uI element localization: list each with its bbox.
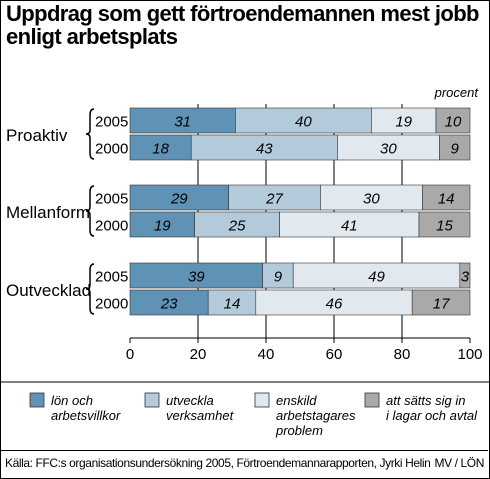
bar-mellanform-2005-utveckla-verksamhet — [228, 184, 321, 211]
data-label-mellanform-2000-att-s-tts-sig-in-i-lagar-och-avtal: 15 — [436, 218, 453, 235]
credit: MV / LÖN — [434, 456, 485, 470]
chart-title: Uppdrag som gett förtroendemannen mest j… — [6, 1, 480, 49]
bar-outvecklad-2005-att-s-tts-sig-in-i-lagar-och-avtal — [459, 262, 471, 289]
group-label-proaktiv: Proaktiv — [6, 126, 68, 145]
bar-mellanform-2005-enskild-arbetstagares-problem — [320, 184, 423, 211]
data-label-proaktiv-2000-l-n-och-arbetsvillkor: 18 — [152, 141, 169, 158]
year-label-mellanform-2000: 2000 — [95, 218, 128, 235]
data-label-outvecklad-2005-utveckla-verksamhet: 9 — [274, 269, 283, 286]
bar-mellanform-2000-utveckla-verksamhet — [194, 211, 280, 238]
bar-outvecklad-2005-l-n-och-arbetsvillkor — [129, 262, 263, 289]
bar-outvecklad-2005-utveckla-verksamhet — [262, 262, 294, 289]
legend-label-l-n-och-arbetsvillkor-line-1: lön och — [51, 393, 93, 408]
data-label-outvecklad-2000-att-s-tts-sig-in-i-lagar-och-avtal: 17 — [433, 296, 450, 313]
legend-label-att-s-tts-sig-in-i-lagar-och-avtal-line-1: att sätts sig in — [386, 393, 465, 408]
bar-proaktiv-2000-utveckla-verksamhet — [190, 134, 338, 161]
bar-proaktiv-2005-att-s-tts-sig-in-i-lagar-och-avtal — [435, 107, 471, 134]
data-label-mellanform-2005-att-s-tts-sig-in-i-lagar-och-avtal: 14 — [438, 191, 455, 208]
bar-outvecklad-2000-att-s-tts-sig-in-i-lagar-och-avtal — [411, 289, 471, 316]
x-tick-label-20: 20 — [190, 346, 207, 363]
bar-mellanform-2000-att-s-tts-sig-in-i-lagar-och-avtal — [418, 211, 471, 238]
bar-mellanform-2005-att-s-tts-sig-in-i-lagar-och-avtal — [422, 184, 471, 211]
year-label-outvecklad-2005: 2005 — [95, 269, 128, 286]
data-label-proaktiv-2005-l-n-och-arbetsvillkor: 31 — [174, 114, 191, 131]
data-label-mellanform-2000-enskild-arbetstagares-problem: 41 — [341, 218, 358, 235]
bar-mellanform-2000-enskild-arbetstagares-problem — [279, 211, 420, 238]
group-brace-outvecklad — [85, 263, 95, 315]
legend-swatch-enskild-arbetstagares-problem — [254, 392, 270, 408]
legend-label-utveckla-verksamhet-line-2: verksamhet — [166, 408, 235, 423]
bar-outvecklad-2000-utveckla-verksamhet — [207, 289, 257, 316]
year-label-mellanform-2005: 2005 — [95, 191, 128, 208]
data-label-mellanform-2005-l-n-och-arbetsvillkor: 29 — [170, 191, 188, 208]
footer — [0, 450, 488, 478]
legend-label-utveckla-verksamhet-line-1: utveckla — [166, 393, 214, 408]
data-label-proaktiv-2005-enskild-arbetstagares-problem: 19 — [395, 114, 412, 131]
group-brace-mellanform — [85, 185, 95, 237]
data-label-mellanform-2005-utveckla-verksamhet: 27 — [265, 191, 283, 208]
bar-proaktiv-2000-l-n-och-arbetsvillkor — [129, 134, 192, 161]
data-label-proaktiv-2000-enskild-arbetstagares-problem: 30 — [380, 141, 397, 158]
x-tick-label-40: 40 — [258, 346, 275, 363]
year-label-proaktiv-2005: 2005 — [95, 114, 128, 131]
data-label-proaktiv-2000-utveckla-verksamhet: 43 — [256, 141, 273, 158]
legend-label-enskild-arbetstagares-problem-line-1: enskild — [276, 393, 317, 408]
legend-swatch-att-s-tts-sig-in-i-lagar-och-avtal — [364, 392, 380, 408]
data-label-outvecklad-2005-enskild-arbetstagares-problem: 49 — [368, 269, 385, 286]
x-tick-label-100: 100 — [457, 346, 482, 363]
legend-label-att-s-tts-sig-in-i-lagar-och-avtal-line-2: i lagar och avtal — [386, 408, 478, 423]
x-tick-label-0: 0 — [126, 346, 134, 363]
data-label-outvecklad-2000-enskild-arbetstagares-problem: 46 — [326, 296, 343, 313]
data-label-proaktiv-2005-utveckla-verksamhet: 40 — [295, 114, 312, 131]
data-label-mellanform-2000-utveckla-verksamhet: 25 — [228, 218, 246, 235]
legend-label-enskild-arbetstagares-problem-line-2: arbetstagares — [276, 408, 356, 423]
year-label-proaktiv-2000: 2000 — [95, 141, 128, 158]
bar-outvecklad-2005-enskild-arbetstagares-problem — [292, 262, 461, 289]
data-label-mellanform-2000-l-n-och-arbetsvillkor: 19 — [154, 218, 171, 235]
data-label-proaktiv-2000-att-s-tts-sig-in-i-lagar-och-avtal: 9 — [451, 141, 460, 158]
group-label-mellanform: Mellanform — [6, 203, 90, 222]
data-label-mellanform-2005-enskild-arbetstagares-problem: 30 — [363, 191, 380, 208]
legend-label-enskild-arbetstagares-problem-line-3: problem — [275, 423, 323, 438]
bar-proaktiv-2005-utveckla-verksamhet — [235, 107, 372, 134]
data-label-proaktiv-2005-att-s-tts-sig-in-i-lagar-och-avtal: 10 — [445, 114, 462, 131]
bar-proaktiv-2005-l-n-och-arbetsvillkor — [129, 107, 236, 134]
unit-label: procent — [434, 85, 478, 100]
x-tick-label-80: 80 — [394, 346, 411, 363]
x-tick-label-60: 60 — [326, 346, 343, 363]
legend-label-l-n-och-arbetsvillkor-line-2: arbetsvillkor — [51, 408, 121, 423]
legend-swatch-l-n-och-arbetsvillkor — [29, 392, 45, 408]
group-label-outvecklad: Outvecklad — [6, 281, 91, 300]
bar-outvecklad-2000-enskild-arbetstagares-problem — [255, 289, 413, 316]
data-label-outvecklad-2000-l-n-och-arbetsvillkor: 23 — [160, 296, 178, 313]
bar-mellanform-2000-l-n-och-arbetsvillkor — [129, 211, 195, 238]
bar-proaktiv-2000-att-s-tts-sig-in-i-lagar-och-avtal — [439, 134, 471, 161]
group-brace-proaktiv — [85, 108, 95, 160]
data-label-outvecklad-2005-att-s-tts-sig-in-i-lagar-och-avtal: 3 — [461, 269, 470, 286]
bar-proaktiv-2000-enskild-arbetstagares-problem — [337, 134, 440, 161]
data-label-outvecklad-2005-l-n-och-arbetsvillkor: 39 — [188, 269, 205, 286]
source-note: Källa: FFC:s organisationsundersökning 2… — [5, 456, 431, 470]
bar-proaktiv-2005-enskild-arbetstagares-problem — [371, 107, 437, 134]
year-label-outvecklad-2000: 2000 — [95, 296, 128, 313]
legend-swatch-utveckla-verksamhet — [144, 392, 160, 408]
bar-mellanform-2005-l-n-och-arbetsvillkor — [129, 184, 229, 211]
data-label-outvecklad-2000-utveckla-verksamhet: 14 — [224, 296, 241, 313]
